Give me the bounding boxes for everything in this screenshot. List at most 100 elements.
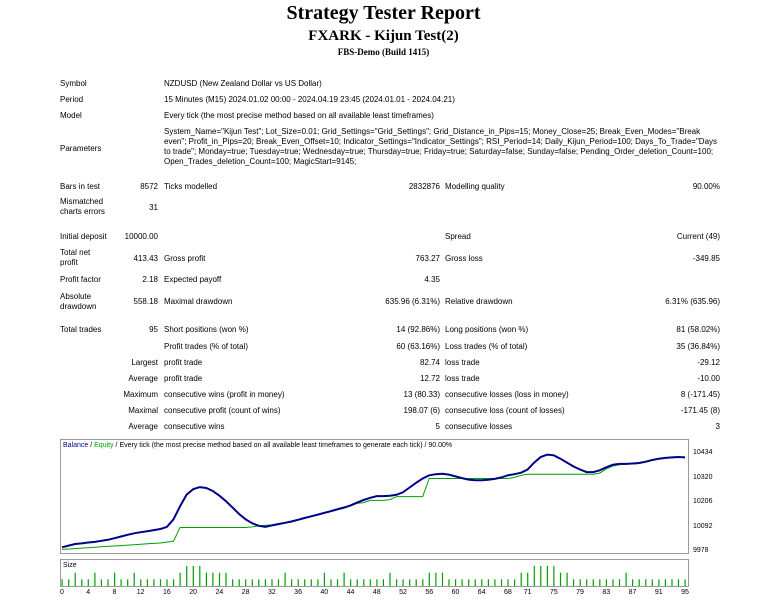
size-bar (559, 572, 562, 586)
legend-description: / Every tick (the most precise method ba… (113, 442, 453, 449)
maximal-drawdown-value: 635.96 (6.31%) (385, 297, 440, 306)
average-label: Average (128, 374, 158, 383)
x-tick-label: 12 (136, 589, 145, 596)
maximal-consecutive-profit-label: consecutive profit (count of wins) (164, 406, 281, 415)
legend-balance: Balance (63, 442, 89, 449)
absolute-drawdown-label: Absolute drawdown (60, 292, 97, 311)
size-bar (396, 579, 398, 586)
size-bar (336, 579, 339, 586)
size-bar (264, 579, 266, 586)
size-bar (120, 579, 122, 586)
size-bar (645, 579, 647, 586)
spread-value: Current (49) (676, 232, 720, 241)
relative-drawdown-value: 6.31% (635.96) (665, 297, 720, 306)
x-tick-label: 71 (523, 589, 532, 596)
y-tick-label: 9978 (693, 547, 709, 554)
report-build: FBS-Demo (Build 1415) (337, 47, 430, 57)
size-bar (481, 579, 483, 586)
size-bar (605, 579, 607, 586)
parameters-value: System_Name="Kijun Test"; Lot_Size=0.01;… (164, 127, 718, 166)
x-tick-label: 36 (294, 589, 302, 596)
size-bar (323, 572, 325, 586)
deposit-label: Initial deposit (60, 232, 107, 241)
largest-profit-label: profit trade (164, 358, 203, 367)
x-tick-label: 68 (504, 589, 512, 596)
size-bar (74, 572, 76, 586)
size-bar (133, 572, 135, 586)
size-bar (382, 579, 384, 586)
x-tick-label: 91 (654, 589, 663, 596)
size-bar (350, 579, 352, 586)
size-bar (218, 572, 221, 586)
size-bar (599, 579, 601, 586)
period-value: 15 Minutes (M15) 2024.01.02 00:00 - 2024… (164, 95, 455, 104)
x-tick-label: 16 (163, 589, 171, 596)
size-bar (573, 579, 575, 586)
mismatched-value: 31 (149, 203, 158, 212)
size-bar (363, 579, 365, 586)
max-consecutive-losses-value: 8 (-171.45) (680, 390, 720, 399)
maximal-label: Maximal (128, 406, 158, 415)
average-consecutive-label: Average (128, 422, 158, 431)
y-tick-label: 10320 (693, 473, 713, 481)
size-bar (140, 579, 142, 586)
size-bar (540, 566, 542, 586)
net-profit-value: 413.43 (133, 254, 158, 263)
size-bar (533, 566, 535, 586)
size-bar (415, 579, 417, 586)
size-bar (441, 572, 444, 586)
size-bar (402, 579, 404, 586)
size-bar (546, 566, 548, 586)
quality-label: Modelling quality (445, 182, 505, 191)
x-tick-label: 0 (60, 589, 64, 596)
size-bar (317, 579, 319, 586)
size-bar (527, 572, 529, 586)
average-profit-value: 12.72 (419, 374, 440, 383)
symbol-label: Symbol (60, 79, 87, 88)
size-bar (651, 579, 653, 586)
size-bar (173, 579, 175, 586)
size-bar (625, 572, 627, 586)
size-bar (632, 579, 634, 586)
size-bar (343, 572, 345, 586)
maximum-label: Maximum (123, 390, 158, 399)
size-bar (566, 572, 568, 586)
relative-drawdown-label: Relative drawdown (445, 297, 513, 306)
size-bar (212, 572, 214, 586)
profit-trades-value: 60 (63.16%) (396, 342, 440, 351)
size-bar (514, 579, 516, 586)
avg-consecutive-wins-label: consecutive wins (164, 422, 225, 431)
x-tick-label: 48 (372, 589, 381, 596)
size-bar (284, 572, 286, 586)
x-tick-label: 87 (628, 589, 637, 596)
size-bar (277, 579, 280, 586)
maximal-consecutive-loss-value: -171.45 (8) (680, 406, 720, 415)
bars-label: Bars in test (60, 182, 101, 191)
profit-trades-label: Profit trades (% of total) (164, 342, 249, 351)
size-bar (428, 572, 430, 586)
size-bar (487, 579, 489, 586)
size-bar (310, 579, 312, 586)
max-consecutive-losses-label: consecutive losses (loss in money) (445, 390, 569, 399)
avg-consecutive-losses-value: 3 (715, 422, 720, 431)
average-profit-label: profit trade (164, 374, 203, 383)
profit-factor-value: 2.18 (142, 275, 158, 284)
size-bar (107, 579, 109, 586)
size-bar (612, 579, 614, 586)
size-bar (258, 579, 260, 586)
balance-chart-plot (61, 453, 686, 550)
size-bar (638, 579, 640, 586)
x-tick-label: 28 (241, 589, 250, 596)
x-tick-label: 24 (215, 589, 224, 596)
x-tick-label: 95 (681, 589, 689, 596)
size-bar (468, 579, 470, 586)
deposit-value: 10000.00 (124, 232, 158, 241)
maximal-consecutive-loss-label: consecutive loss (count of losses) (445, 406, 565, 415)
size-bar (330, 579, 332, 586)
size-bar (271, 579, 273, 586)
size-bar (146, 579, 148, 586)
largest-loss-value: -29.12 (697, 358, 720, 367)
size-bar (448, 579, 450, 586)
size-bar (238, 579, 240, 586)
parameters-label: Parameters (60, 144, 102, 153)
